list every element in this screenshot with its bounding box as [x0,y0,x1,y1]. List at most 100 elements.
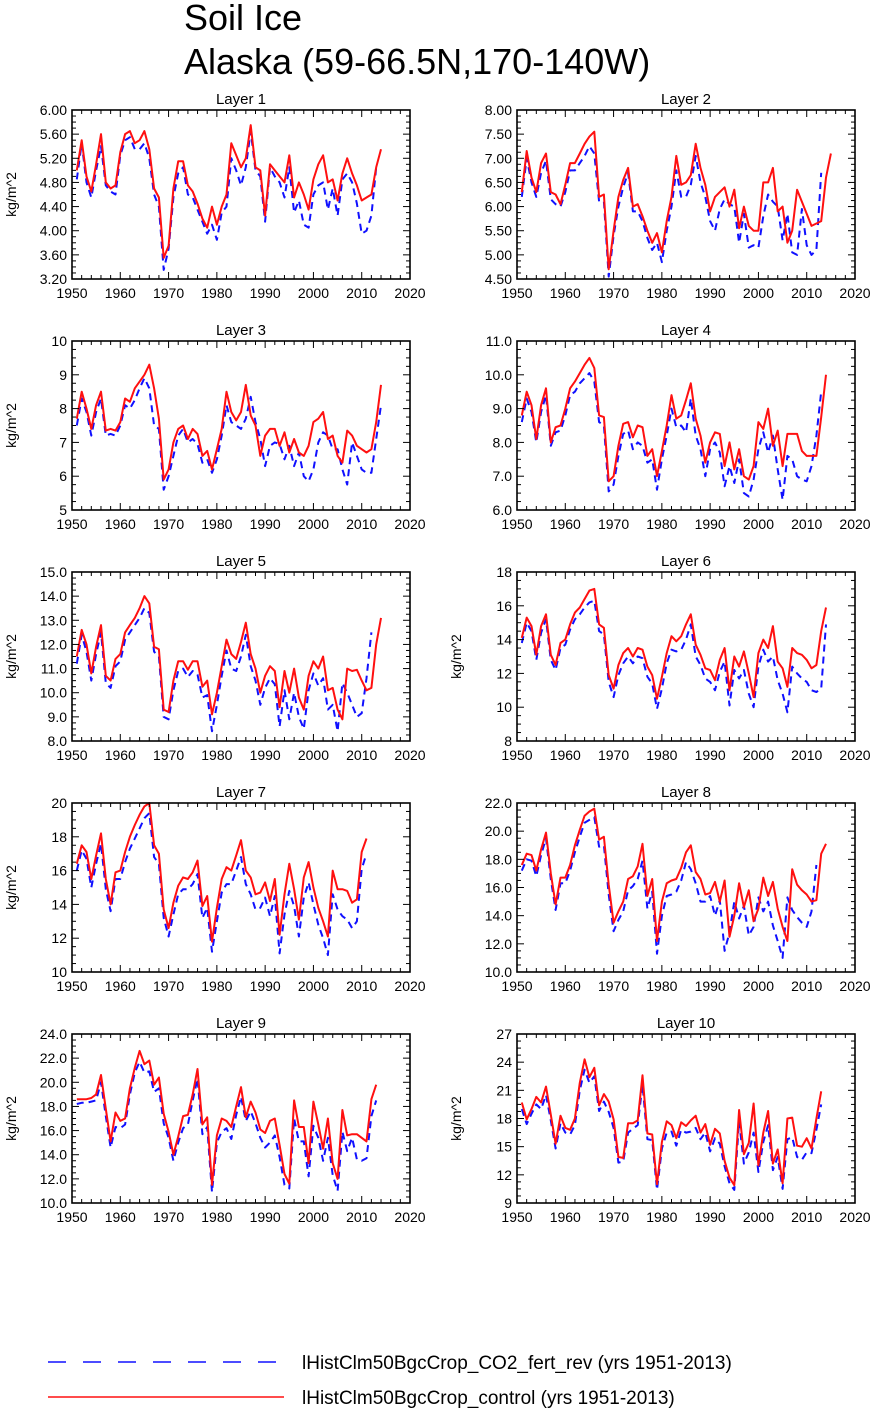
panel-layer-8: Layer 8 1950 1960 1970 1980 1990 2000 2010 2020 1… [485,784,871,994]
x-tick-label: 1960 [105,747,136,763]
x-tick-label: 1980 [646,516,677,532]
x-tick-label: 1970 [153,285,184,301]
y-tick-label: 20.0 [40,1074,67,1090]
y-tick-label: 5.60 [40,126,67,142]
y-tick-label: 14 [496,632,512,648]
x-tick-label: 1980 [201,516,232,532]
x-tick-label: 1980 [201,747,232,763]
plot-frame [516,1033,856,1204]
y-tick-label: 20.0 [485,823,512,839]
y-tick-label: 14 [51,896,67,912]
x-tick-label: 2010 [346,285,377,301]
y-tick-label: 14.0 [40,1147,67,1163]
x-tick-label: 1950 [501,978,532,994]
panel-layer-1: Layer 1 kg/m^2 1950 1960 1970 1980 1990 2000 201… [3,91,426,301]
x-tick-label: 1970 [153,1209,184,1225]
y-tick-label: 12.0 [40,1171,67,1187]
x-tick-label: 1990 [695,978,726,994]
panel-layer-10: Layer 10 kg/m^2 1950 1960 1970 1980 1990 2000 20… [448,1015,871,1225]
panel-title: Layer 5 [216,553,266,570]
y-tick-label: 12 [496,1167,512,1183]
x-tick-label: 2020 [839,978,870,994]
x-tick-label: 2000 [298,1209,329,1225]
y-tick-label: 20 [51,795,67,811]
x-tick-label: 2020 [839,285,870,301]
x-tick-label: 1960 [105,285,136,301]
y-tick-label: 14.0 [40,588,67,604]
y-tick-label: 10 [51,333,67,349]
y-axis-label: kg/m^2 [448,1096,464,1141]
x-tick-label: 2000 [298,285,329,301]
x-tick-label: 1980 [646,285,677,301]
y-tick-label: 9 [59,367,67,383]
panel-layer-2: Layer 2 1950 1960 1970 1980 1990 2000 2010 2020 4… [485,91,871,301]
x-tick-label: 1950 [56,978,87,994]
x-tick-label: 2020 [394,978,425,994]
x-tick-label: 2020 [839,747,870,763]
x-tick-label: 1950 [501,1209,532,1225]
panel-layer-9: Layer 9 kg/m^2 1950 1960 1970 1980 1990 2000 201… [3,1015,426,1225]
x-tick-label: 2000 [743,978,774,994]
y-tick-label: 27 [496,1026,512,1042]
x-tick-label: 1960 [550,285,581,301]
x-tick-label: 1970 [598,285,629,301]
x-tick-label: 2000 [743,1209,774,1225]
y-tick-label: 10.0 [40,1195,67,1211]
series-line-control [520,356,827,483]
series-line-control [520,807,827,942]
y-tick-label: 8 [504,733,512,749]
y-tick-label: 7.0 [493,468,513,484]
x-tick-label: 1980 [201,285,232,301]
x-tick-label: 1960 [550,516,581,532]
x-tick-label: 1990 [250,978,281,994]
x-tick-label: 1950 [56,747,87,763]
y-tick-label: 10.0 [485,367,512,383]
y-tick-label: 8.00 [485,102,512,118]
figure-title-line-1: Soil Ice [184,0,302,38]
x-tick-label: 1990 [250,516,281,532]
series-line-fert [75,812,368,957]
x-tick-label: 1970 [598,1209,629,1225]
x-tick-label: 1990 [250,747,281,763]
y-tick-label: 4.80 [40,174,67,190]
y-tick-label: 4.40 [40,199,67,215]
x-tick-label: 1950 [501,516,532,532]
y-tick-label: 5.00 [485,247,512,263]
plot-frame [71,340,411,511]
y-tick-label: 9.0 [48,709,68,725]
y-tick-label: 18 [496,564,512,580]
series-line-control [520,130,832,271]
x-tick-label: 2020 [394,1209,425,1225]
series-line-fert [520,816,818,959]
y-tick-label: 3.20 [40,271,67,287]
series-line-control [520,1058,823,1187]
x-tick-label: 2000 [298,747,329,763]
y-tick-label: 18.0 [485,851,512,867]
series-line-control [75,802,368,943]
x-tick-label: 1990 [250,285,281,301]
y-tick-label: 12 [51,930,67,946]
y-tick-label: 13.0 [40,612,67,628]
x-tick-label: 1970 [598,978,629,994]
panel-layer-6: Layer 6 kg/m^2 1950 1960 1970 1980 1990 2000 201… [448,553,871,763]
y-tick-label: 12.0 [485,936,512,952]
y-tick-label: 22.0 [485,795,512,811]
x-tick-label: 1970 [153,978,184,994]
x-tick-label: 2010 [791,516,822,532]
y-tick-label: 8.0 [493,434,513,450]
y-tick-label: 3.60 [40,247,67,263]
y-tick-label: 14.0 [485,908,512,924]
y-tick-label: 16.0 [40,1123,67,1139]
y-tick-label: 21 [496,1082,512,1098]
x-tick-label: 1960 [550,747,581,763]
series-line-fert [75,377,382,491]
x-tick-label: 1990 [695,747,726,763]
y-tick-label: 5.50 [485,223,512,239]
x-tick-label: 1980 [201,978,232,994]
y-tick-label: 12 [496,665,512,681]
legend-label-control: lHistClm50BgcCrop_control (yrs 1951-2013… [302,1388,675,1409]
y-tick-label: 9 [504,1195,512,1211]
series-line-control [520,587,827,700]
y-tick-label: 16 [496,598,512,614]
